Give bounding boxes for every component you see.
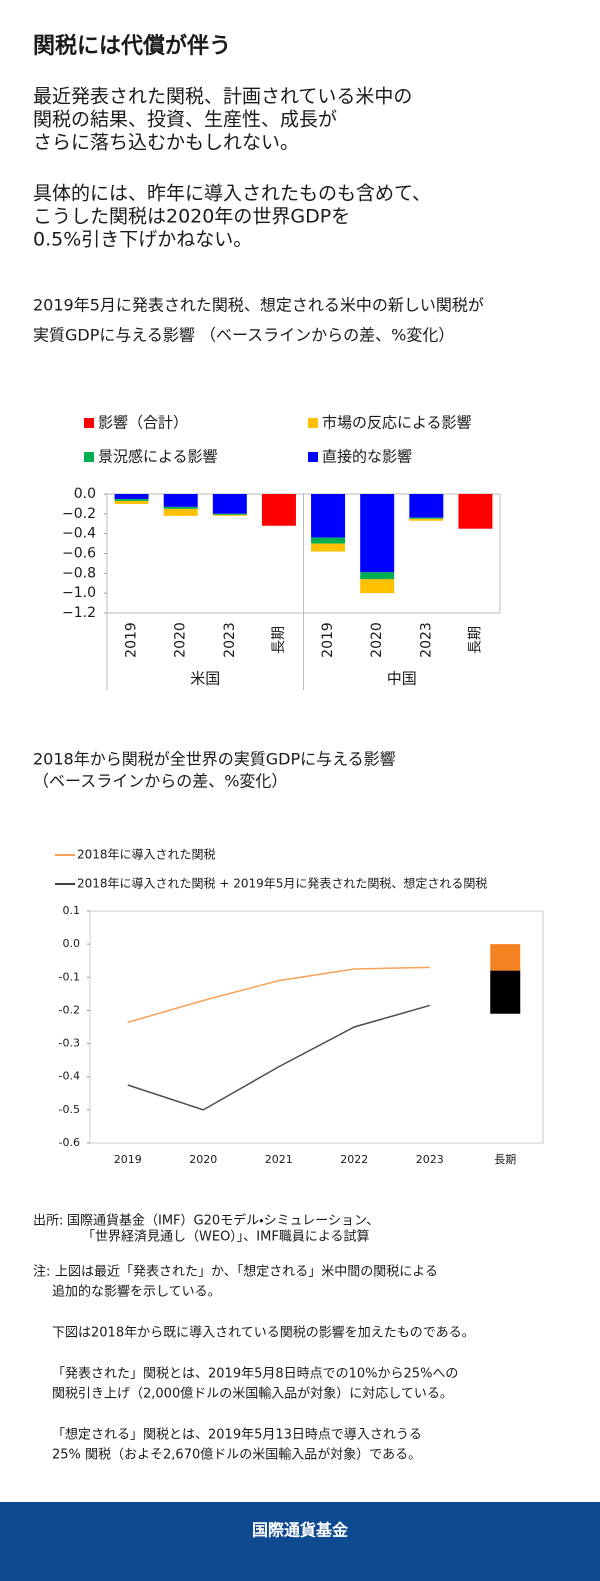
group-label: 米国: [190, 670, 220, 688]
bar-segment: [360, 572, 395, 580]
intro-line: 最近発表された関税、計画されている米中の: [33, 86, 412, 108]
y-tick-label: 0.0: [63, 937, 81, 950]
x-tick-label: 2019: [124, 622, 140, 658]
bar-segment: [311, 494, 346, 538]
bar-segment: [114, 498, 149, 501]
note-line: 25% 関税（およそ2,670億ドルの米国輸入品が対象）である。: [52, 1448, 421, 1463]
legend-swatch: [308, 452, 318, 462]
y-tick-label: −1.2: [62, 605, 96, 621]
bar-segment: [261, 494, 296, 526]
detail-line: 具体的には、昨年に導入されたものも含めて、: [33, 183, 431, 205]
y-tick-label: −1.0: [62, 585, 96, 601]
data-line: [127, 1004, 430, 1111]
note-line: 「想定される」関税とは、2019年5月13日時点で導入されうる: [52, 1427, 422, 1443]
x-tick-label: 2021: [265, 1153, 293, 1166]
group-label: 中国: [387, 670, 417, 688]
x-tick-label: 2020: [369, 622, 385, 658]
legend-label: 2018年に導入された関税 + 2019年5月に発表された関税、想定される関税: [77, 876, 487, 891]
intro-line: 関税の結果、投資、生産性、成長が: [33, 109, 337, 131]
footer-text: 国際通貨基金: [252, 1521, 349, 1540]
x-tick-label: 長期: [467, 626, 483, 654]
x-tick-label: 2022: [340, 1153, 368, 1166]
bar-segment: [114, 500, 149, 504]
legend-label: 市場の反応による影響: [322, 414, 472, 432]
detail-line: こうした関税は2020年の世界GDPを: [33, 206, 350, 228]
legend-swatch: [84, 418, 94, 428]
detail-line: 0.5%引き下げかねない。: [33, 229, 252, 251]
chart-title: 2018年から関税が全世界の実質GDPに与える影響: [33, 750, 396, 769]
y-tick-label: −0.6: [62, 546, 96, 562]
bar-segment: [360, 494, 395, 573]
y-tick-label: -0.6: [59, 1136, 80, 1149]
x-tick-label: 2019: [320, 622, 336, 658]
y-tick-label: −0.8: [62, 565, 96, 581]
note-line: 追加的な影響を示している。: [52, 1284, 221, 1300]
legend-label: 景況感による影響: [98, 448, 218, 466]
bar-segment: [212, 494, 247, 514]
bar-segment: [212, 513, 247, 515]
bar-segment: [212, 514, 247, 516]
bar-segment: [311, 537, 346, 544]
bar-segment: [490, 944, 521, 971]
x-tick-label: 長期: [271, 626, 287, 654]
legend-swatch: [308, 418, 318, 428]
bar-segment: [311, 543, 346, 552]
chart-title: 2019年5月に発表された関税、想定される米中の新しい関税が: [33, 296, 484, 315]
x-tick-label: 2019: [114, 1153, 142, 1166]
bar-segment: [490, 970, 521, 1014]
x-tick-label: 2023: [416, 1153, 444, 1166]
y-tick-label: −0.4: [62, 526, 96, 542]
legend-swatch: [84, 452, 94, 462]
y-tick-label: −0.2: [62, 506, 96, 522]
y-tick-label: 0.0: [74, 486, 96, 502]
note-line: 「発表された」関税とは、2019年5月8日時点での10%から25%への: [52, 1367, 458, 1382]
page-title: 関税には代償が伴う: [33, 33, 231, 59]
y-tick-label: -0.1: [59, 970, 80, 983]
bar-segment: [114, 494, 149, 499]
bar-segment: [409, 517, 444, 519]
y-tick-label: -0.4: [59, 1070, 80, 1083]
sources-label: 出所:: [33, 1214, 63, 1229]
y-tick-label: -0.3: [59, 1037, 80, 1050]
intro-line: さらに落ち込むかもしれない。: [33, 132, 299, 154]
note-line: 上図は最近「発表された」か、「想定される」米中間の関税による: [55, 1264, 438, 1280]
bar-segment: [360, 579, 395, 594]
y-tick-label: -0.5: [59, 1103, 80, 1116]
chart-title: （ベースラインからの差、%変化）: [33, 772, 287, 791]
plot-frame: [89, 910, 544, 1144]
x-tick-label: 2020: [173, 622, 189, 658]
bar-segment: [458, 494, 493, 529]
footer-band: [0, 1502, 600, 1581]
bar-segment: [163, 508, 198, 516]
bar-segment: [163, 506, 198, 509]
y-tick-label: 0.1: [63, 904, 81, 917]
y-tick-label: -0.2: [59, 1003, 80, 1016]
notes-label: 注:: [33, 1265, 50, 1280]
sources-line: 「世界経済見通し（WEO）」、IMF職員による試算: [82, 1230, 369, 1245]
data-line: [127, 966, 430, 1024]
legend-label: 2018年に導入された関税: [77, 848, 216, 862]
chart-title: 実質GDPに与える影響 （ベースラインからの差、%変化）: [33, 326, 454, 345]
note-line: 下図は2018年から既に導入されている関税の影響を加えたものである。: [52, 1326, 475, 1341]
sources-line: 国際通貨基金（IMF）G20モデル・シミュレーション、: [67, 1213, 379, 1229]
x-tick-label: 2020: [189, 1153, 217, 1166]
x-tick-label: 2023: [222, 622, 238, 658]
legend-label: 影響（合計）: [98, 414, 188, 432]
bar-segment: [409, 518, 444, 521]
x-tick-label: 長期: [494, 1153, 516, 1166]
x-tick-label: 2023: [418, 622, 434, 658]
legend-label: 直接的な影響: [322, 448, 412, 466]
note-line: 関税引き上げ（2,000億ドルの米国輸入品が対象）に対応している。: [52, 1387, 453, 1402]
bar-segment: [163, 494, 198, 507]
bar-segment: [409, 494, 444, 518]
